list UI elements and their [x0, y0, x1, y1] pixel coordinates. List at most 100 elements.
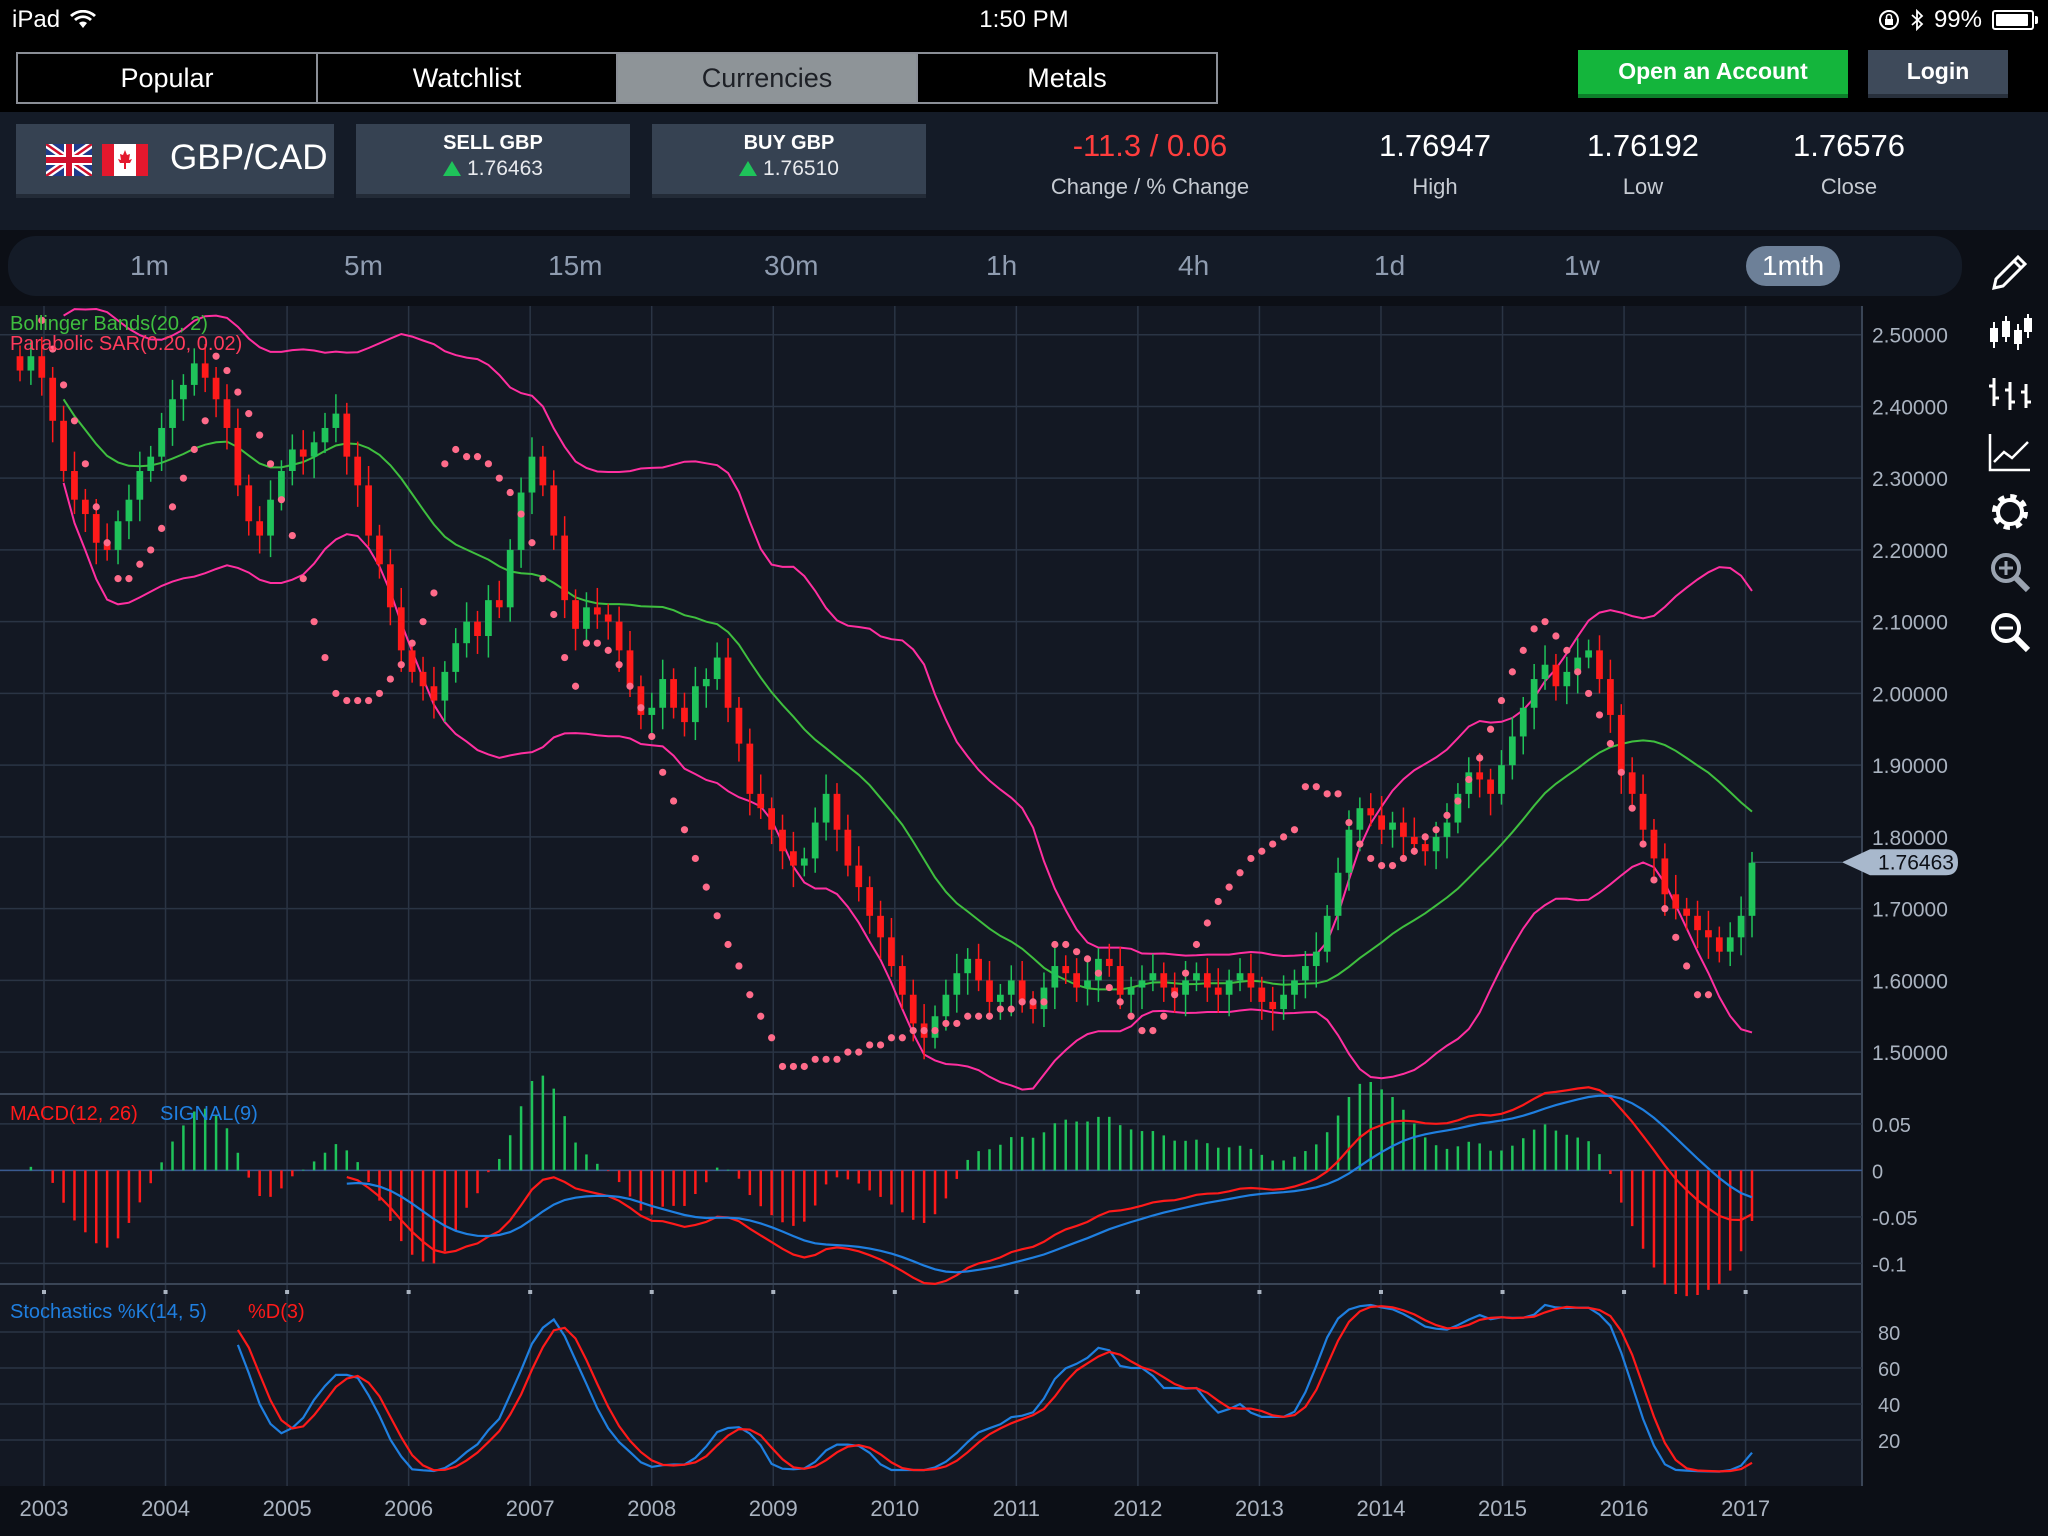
- sar-dot: [876, 1041, 885, 1049]
- candle-body: [397, 607, 405, 651]
- candle-body: [1443, 822, 1451, 837]
- timeframe-4h[interactable]: 4h: [1178, 250, 1210, 281]
- timeframe-1d[interactable]: 1d: [1374, 250, 1406, 281]
- macd-tick-label: 0.05: [1872, 1115, 1911, 1137]
- sar-dot: [844, 1048, 852, 1056]
- candle-body: [310, 442, 318, 457]
- candle-body: [724, 657, 732, 708]
- panel-handle-dot: [42, 1290, 46, 1294]
- close-stat: 1.76576 Close: [1754, 128, 1944, 200]
- timeframe-30m[interactable]: 30m: [764, 250, 819, 281]
- candle-body: [485, 600, 492, 637]
- candle-body: [561, 535, 569, 601]
- orientation-lock-icon: [1878, 10, 1899, 30]
- candle-body: [1269, 1001, 1277, 1010]
- candle-body: [822, 793, 830, 823]
- candle-body: [49, 377, 57, 421]
- candle-body: [975, 958, 982, 981]
- sar-dot: [1465, 775, 1473, 784]
- candle-body: [1345, 829, 1353, 873]
- sar-dot: [125, 575, 133, 583]
- timeframe-1h[interactable]: 1h: [986, 250, 1018, 281]
- sar-dot: [866, 1041, 874, 1049]
- settings-icon[interactable]: [1986, 488, 2034, 536]
- sar-dot: [212, 352, 220, 360]
- candle-body: [190, 363, 198, 385]
- sell-button[interactable]: SELL GBP 1.76463: [356, 124, 630, 198]
- pencil-icon[interactable]: [1986, 248, 2034, 296]
- sar-dot: [909, 1027, 917, 1035]
- time-tick-label: 2009: [749, 1496, 798, 1521]
- bar-chart-icon[interactable]: [1986, 368, 2034, 416]
- time-tick-label: 2007: [506, 1496, 555, 1521]
- sar-dot: [974, 1012, 983, 1020]
- sar-dot: [484, 460, 493, 468]
- sar-dot: [495, 474, 503, 482]
- sar-dot: [1563, 646, 1571, 654]
- sar-dot: [1541, 618, 1549, 626]
- candle-body: [1280, 994, 1287, 1010]
- candle-body: [1356, 808, 1364, 830]
- candle-body: [942, 994, 950, 1017]
- timeframe-1m[interactable]: 1m: [130, 250, 169, 281]
- zoom-in-icon[interactable]: [1986, 548, 2034, 596]
- sar-dot: [234, 388, 242, 396]
- timeframe-15m[interactable]: 15m: [548, 250, 603, 281]
- sar-dot: [59, 381, 68, 389]
- candle-body: [506, 549, 514, 608]
- price-up-icon: [443, 161, 462, 176]
- candle-body: [386, 564, 394, 608]
- price-chart[interactable]: 2.50000 2.40000 2.30000 2.20000 2.10000 2.000…: [0, 306, 2048, 1536]
- price-tick-label: 1.60000: [1872, 970, 1948, 993]
- tab-watchlist[interactable]: Watchlist: [318, 54, 618, 102]
- low-stat: 1.76192 Low: [1548, 128, 1738, 200]
- timeframe-5m[interactable]: 5m: [344, 250, 383, 281]
- stoch-tick-label: 60: [1878, 1359, 1900, 1381]
- candle-body: [1487, 779, 1494, 794]
- timeframe-1w[interactable]: 1w: [1564, 250, 1600, 281]
- zoom-out-icon[interactable]: [1986, 608, 2034, 656]
- candle-body: [1400, 822, 1407, 837]
- sar-dot: [528, 539, 536, 547]
- candle-body: [1127, 987, 1135, 995]
- sar-dot: [1225, 883, 1233, 891]
- pair-label: GBP/CAD: [170, 138, 328, 177]
- time-tick-label: 2004: [141, 1496, 190, 1521]
- candle-body: [1236, 973, 1244, 981]
- sar-dot: [1247, 854, 1255, 863]
- tab-currencies[interactable]: Currencies: [618, 54, 918, 102]
- sar-dot: [1356, 840, 1364, 848]
- sar-dot: [288, 531, 296, 540]
- sar-dot: [702, 883, 710, 891]
- tab-metals[interactable]: Metals: [918, 54, 1216, 102]
- candle-body: [1062, 966, 1070, 974]
- stoch-d-legend: %D(3): [248, 1301, 305, 1323]
- candle-body: [1737, 915, 1745, 938]
- sar-dot: [1149, 1027, 1157, 1035]
- candle-body: [495, 600, 503, 608]
- sar-dot: [364, 696, 373, 705]
- candle-body: [1073, 973, 1081, 988]
- timeframe-1mth[interactable]: 1mth: [1746, 246, 1841, 286]
- panel-handle-dot: [649, 1290, 654, 1294]
- currency-pair-selector[interactable]: GBP/CAD: [16, 124, 334, 198]
- sar-dot: [1301, 783, 1309, 791]
- candlestick-icon[interactable]: [1986, 308, 2034, 356]
- candle-body: [1291, 980, 1298, 995]
- candle-body: [1389, 822, 1396, 830]
- sar-dot: [343, 696, 351, 705]
- sar-dot: [1367, 854, 1375, 863]
- stoch-k-legend: Stochastics %K(14, 5): [10, 1301, 207, 1323]
- buy-button[interactable]: BUY GBP 1.76510: [652, 124, 926, 198]
- time-tick-label: 2013: [1235, 1496, 1284, 1521]
- sar-dot: [1672, 933, 1680, 941]
- sar-dot: [789, 1062, 798, 1071]
- macd-tick-label: -0.05: [1872, 1208, 1918, 1230]
- candle-body: [1694, 915, 1701, 931]
- tab-popular[interactable]: Popular: [18, 54, 318, 102]
- panel-handle-dot: [892, 1290, 897, 1294]
- open-account-button[interactable]: Open an Account: [1578, 50, 1848, 98]
- line-chart-icon[interactable]: [1986, 428, 2034, 476]
- candle-body: [1247, 973, 1255, 988]
- login-button[interactable]: Login: [1868, 50, 2008, 98]
